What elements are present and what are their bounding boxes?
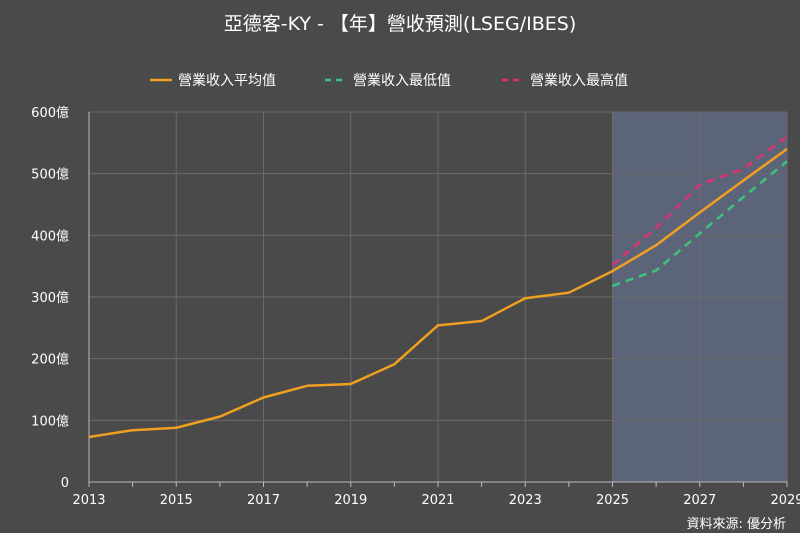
x-tick-label: 2025: [596, 493, 629, 508]
x-tick-label: 2029: [770, 493, 800, 508]
x-tick-label: 2027: [683, 493, 716, 508]
y-tick-label: 300億: [31, 290, 69, 306]
y-tick-label: 600億: [31, 105, 69, 121]
series-lines: [88, 135, 788, 439]
y-tick-label: 200億: [31, 352, 69, 368]
series-line-0: [88, 147, 788, 439]
y-tick-label: 400億: [31, 228, 69, 244]
plot-area: 2013 2015 2017 2019 2021 2023 2025 2027 2029 0 100…: [31, 105, 800, 508]
x-tick-label: 2021: [421, 493, 454, 508]
legend-label-1: 營業收入最低值: [353, 73, 451, 89]
chart-title: 亞德客-KY - 【年】營收預測(LSEG/IBES): [224, 13, 576, 35]
y-tick-label: 500億: [31, 167, 69, 183]
legend-label-2: 營業收入最高值: [530, 72, 628, 89]
series-line-2: [611, 135, 788, 266]
legend: 營業收入平均值 營業收入最低值 營業收入最高值: [150, 72, 628, 89]
source-label: 資料來源: 優分析: [686, 517, 786, 532]
y-tick-label: 100億: [31, 413, 69, 429]
x-tick-label: 2013: [72, 493, 105, 508]
x-tick-label: 2023: [509, 493, 542, 508]
x-tick-label: 2017: [247, 493, 280, 508]
y-tick-label: 0: [61, 476, 69, 491]
legend-label-0: 營業收入平均值: [178, 73, 276, 89]
x-tick-label: 2019: [334, 493, 367, 508]
axes: 2013 2015 2017 2019 2021 2023 2025 2027 2029 0 100…: [31, 105, 800, 508]
x-tick-label: 2015: [160, 493, 193, 508]
series-line-1: [612, 160, 788, 288]
